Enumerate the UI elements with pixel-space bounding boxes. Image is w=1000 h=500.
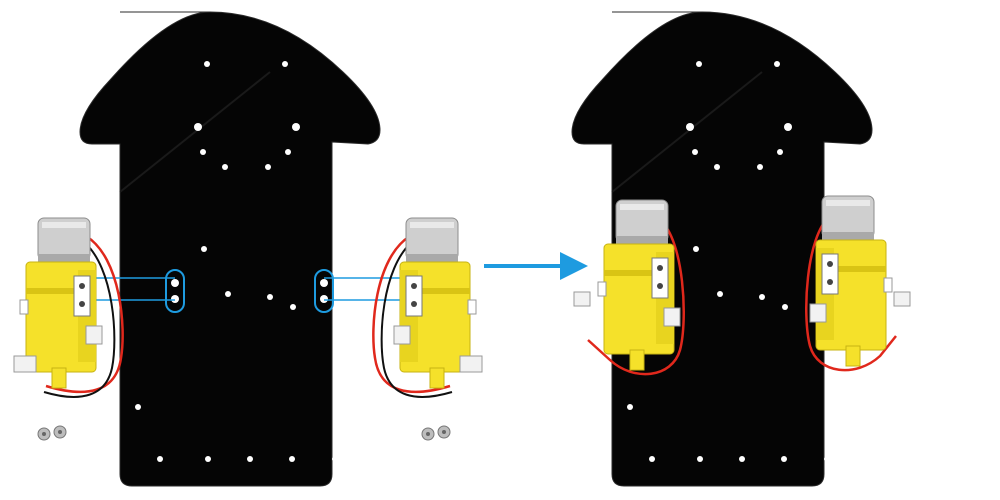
chassis-plate [79, 11, 381, 487]
wire-connector [13, 355, 37, 373]
mounted-motor-right [805, 195, 911, 372]
mounting-slot-highlight-left [165, 269, 185, 313]
gear-motor-left [13, 217, 124, 398]
chassis-plate-assembled [571, 11, 873, 487]
arrow-right-icon [484, 252, 588, 280]
mounted-motor-left [573, 199, 685, 376]
after-panel [571, 11, 911, 487]
gear-motor-right [372, 217, 483, 398]
screw-pair-right [421, 425, 451, 441]
mounting-slot-highlight-right [314, 269, 334, 313]
before-panel [13, 11, 483, 487]
screw-pair-left [37, 425, 67, 441]
